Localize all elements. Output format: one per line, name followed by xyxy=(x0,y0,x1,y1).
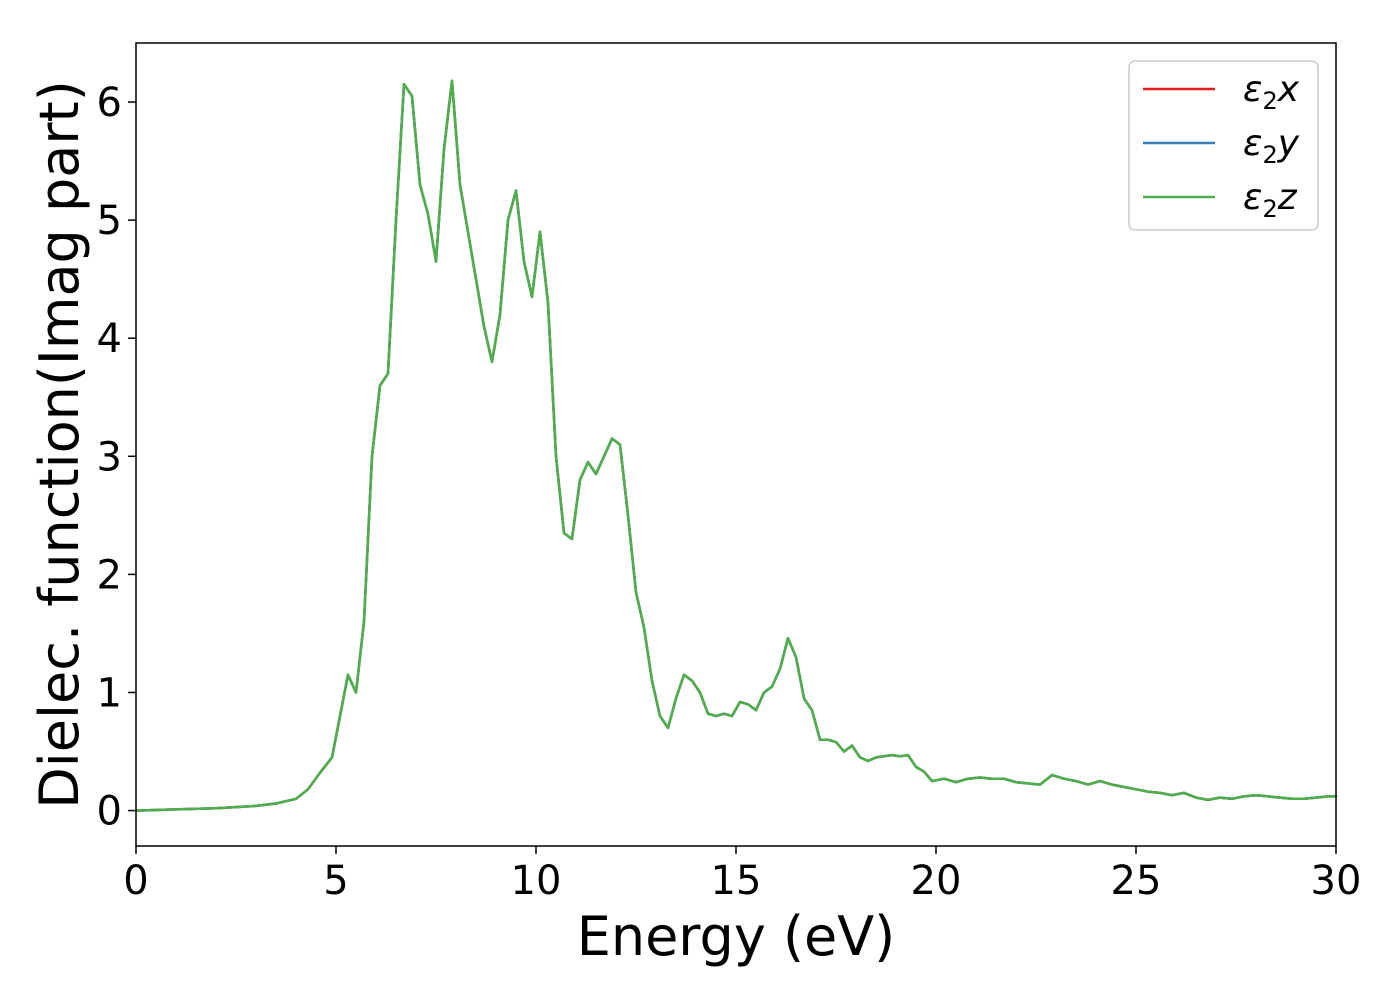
series-lines xyxy=(134,79,1338,812)
x-tick-label: 30 xyxy=(1311,858,1362,904)
y-tick-label: 6 xyxy=(97,80,122,126)
y-tick-label: 0 xyxy=(97,789,122,835)
x-tick-label: 0 xyxy=(123,858,148,904)
plot-frame xyxy=(135,42,1337,847)
y-tick-label: 2 xyxy=(97,552,122,598)
y-tick-label: 1 xyxy=(97,670,122,716)
legend: ε2x ε2y ε2z xyxy=(1128,60,1319,231)
x-tick-label: 25 xyxy=(1111,858,1162,904)
x-tick-label: 20 xyxy=(911,858,962,904)
y-tick-label: 3 xyxy=(97,434,122,480)
y-tick-label: 4 xyxy=(97,316,122,362)
y-tick-label: 5 xyxy=(97,198,122,244)
legend-label: ε2z xyxy=(1243,177,1298,223)
legend-box xyxy=(1128,60,1319,231)
series-line-2 xyxy=(134,79,1338,812)
legend-label: ε2y xyxy=(1243,123,1300,169)
x-tick-label: 10 xyxy=(511,858,562,904)
y-axis-label: Dielec. function(Imag part) xyxy=(28,80,91,809)
x-tick-label: 15 xyxy=(711,858,762,904)
legend-label: ε2x xyxy=(1243,69,1300,115)
x-axis-label: Energy (eV) xyxy=(577,905,896,968)
x-tick-label: 5 xyxy=(323,858,348,904)
axis-ticks: 0 5 10 15 20 25 30 0 1 2 3 4 5 6 xyxy=(97,80,1362,904)
